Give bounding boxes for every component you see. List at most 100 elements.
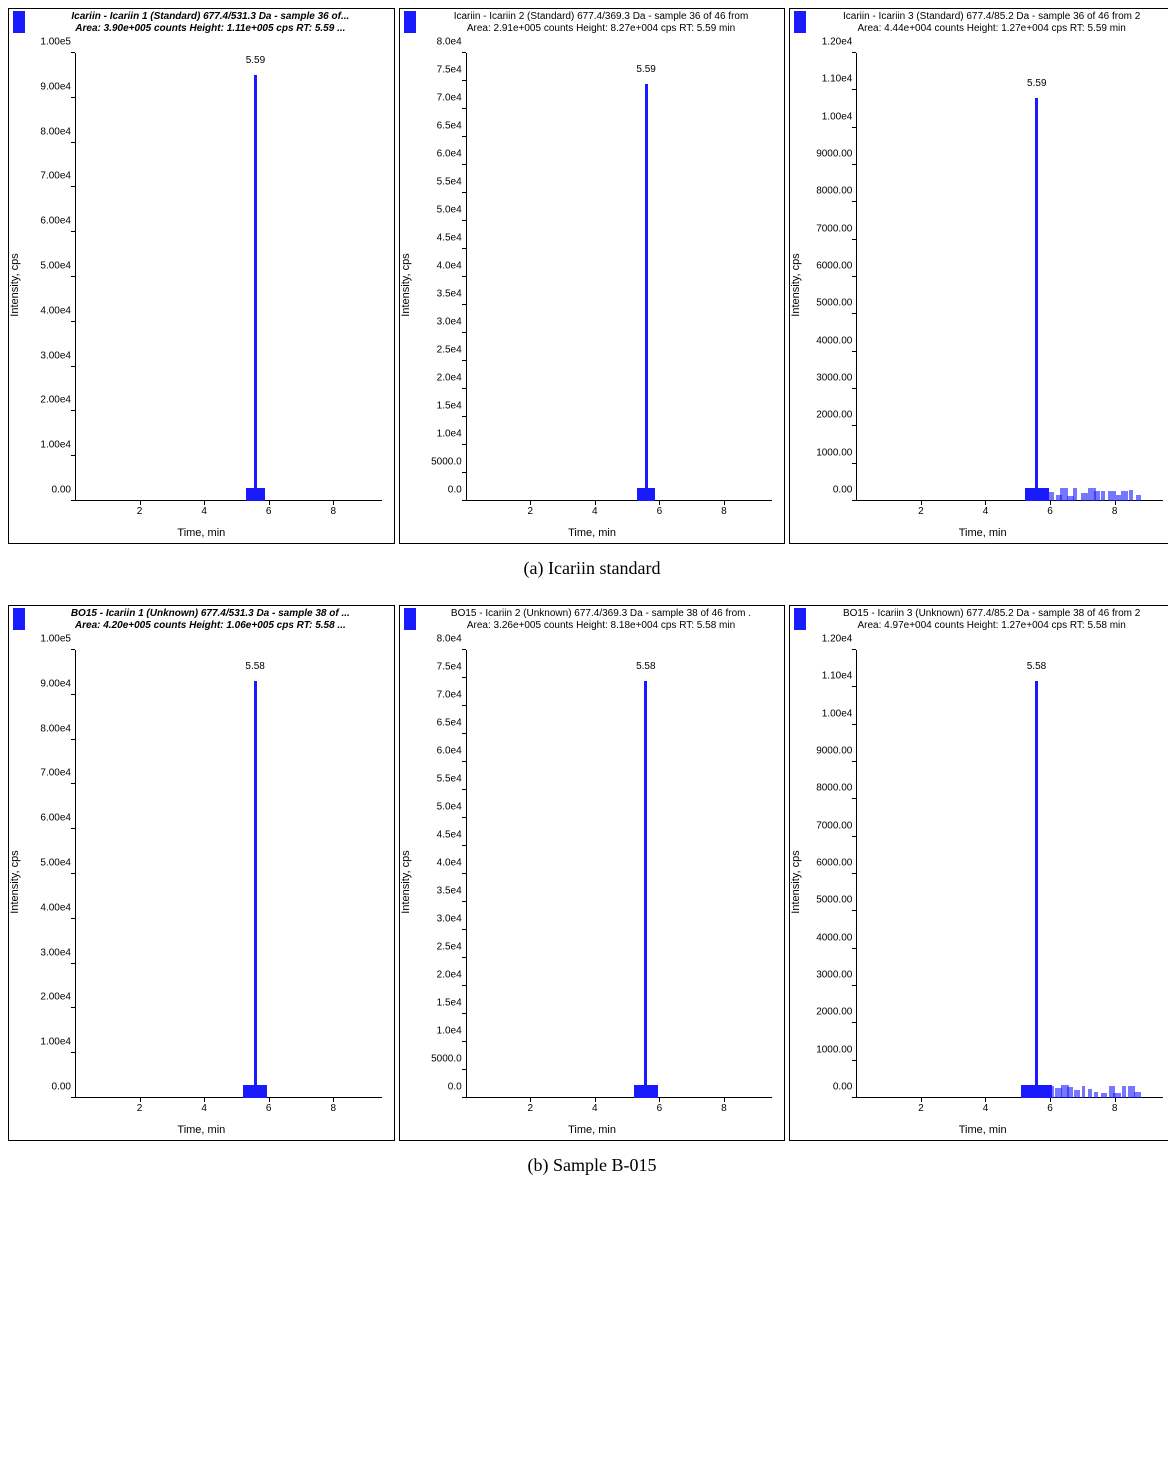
y-tick-label: 4.5e4 [408,830,462,841]
x-tick-label: 4 [592,1103,598,1114]
x-tick-mark [269,501,270,505]
panel-title: Icariin - Icariin 3 (Standard) 677.4/85.… [812,11,1168,23]
y-tick-label: 4.00e4 [17,902,71,913]
y-tick-label: 1.00e4 [17,1037,71,1048]
peak-base [1025,488,1050,501]
header-text: Icariin - Icariin 2 (Standard) 677.4/369… [422,11,781,35]
y-tick-label: 1.00e5 [17,37,71,48]
y-tick-label: 1000.00 [798,1044,852,1055]
y-tick-mark [462,52,466,53]
y-tick-mark [852,910,856,911]
y-tick-mark [852,52,856,53]
y-tick-label: 4.5e4 [408,233,462,244]
legend-color-icon [13,11,25,33]
x-tick-mark [333,501,334,505]
x-tick-mark [530,1098,531,1102]
y-tick-label: 6.5e4 [408,718,462,729]
x-tick-label: 6 [266,506,272,517]
y-tick-label: 6.0e4 [408,746,462,757]
y-tick-label: 9.00e4 [17,678,71,689]
chromatogram-panel-a1: Icariin - Icariin 1 (Standard) 677.4/531… [8,8,395,544]
x-tick-mark [659,501,660,505]
y-tick-mark [71,649,75,650]
legend-color-icon [794,608,806,630]
y-tick-mark [462,248,466,249]
y-tick-mark [462,873,466,874]
peak-base [637,488,655,501]
y-tick-label: 4000.00 [798,335,852,346]
y-tick-mark [71,1007,75,1008]
y-tick-label: 3.0e4 [408,914,462,925]
chromatogram-peak [645,84,648,501]
panel-subtitle: Area: 2.91e+005 counts Height: 8.27e+004… [422,23,781,35]
y-tick-label: 0.0 [408,485,462,496]
x-tick-mark [921,501,922,505]
y-tick-label: 5000.0 [408,1054,462,1065]
y-tick-mark [71,963,75,964]
y-tick-mark [71,694,75,695]
y-tick-mark [462,220,466,221]
y-tick-mark [462,817,466,818]
y-tick-mark [462,1069,466,1070]
y-tick-label: 7.0e4 [408,93,462,104]
chart-row-b: BO15 - Icariin 1 (Unknown) 677.4/531.3 D… [8,605,1168,1141]
y-tick-label: 7.00e4 [17,768,71,779]
x-axis-line [466,1097,773,1098]
y-tick-label: 5.0e4 [408,205,462,216]
y-tick-label: 5.5e4 [408,774,462,785]
y-tick-label: 3.5e4 [408,886,462,897]
x-tick-mark [1115,1098,1116,1102]
x-tick-mark [595,1098,596,1102]
y-tick-label: 5.00e4 [17,858,71,869]
baseline-noise [1067,1087,1073,1098]
y-tick-mark [462,649,466,650]
panel-title: BO15 - Icariin 3 (Unknown) 677.4/85.2 Da… [812,608,1168,620]
y-tick-mark [852,276,856,277]
y-tick-mark [71,873,75,874]
x-tick-label: 2 [137,1103,143,1114]
y-tick-mark [852,649,856,650]
x-tick-mark [530,501,531,505]
y-tick-mark [462,360,466,361]
peak-rt-label: 5.58 [1027,661,1046,672]
y-tick-label: 1.00e4 [798,111,852,122]
y-tick-mark [71,366,75,367]
y-tick-label: 6.0e4 [408,149,462,160]
y-tick-mark [462,80,466,81]
chart-row-a: Icariin - Icariin 1 (Standard) 677.4/531… [8,8,1168,544]
baseline-noise [1088,1089,1092,1098]
baseline-noise [1074,1090,1080,1098]
y-tick-label: 8.0e4 [408,37,462,48]
y-tick-label: 2000.00 [798,410,852,421]
y-tick-label: 5000.0 [408,457,462,468]
baseline-noise [1047,1086,1054,1098]
plot-region: 0.001.00e42.00e43.00e44.00e45.00e46.00e4… [75,53,382,501]
y-tick-label: 8.0e4 [408,634,462,645]
x-tick-mark [1050,1098,1051,1102]
y-tick-mark [71,276,75,277]
peak-rt-label: 5.59 [1027,78,1046,89]
y-tick-mark [462,985,466,986]
y-tick-label: 1.10e4 [798,74,852,85]
chromatogram-panel-a2: Icariin - Icariin 2 (Standard) 677.4/369… [399,8,786,544]
y-tick-mark [852,351,856,352]
panel-subtitle: Area: 3.26e+005 counts Height: 8.18e+004… [422,620,781,632]
peak-rt-label: 5.59 [246,55,265,66]
header-text: BO15 - Icariin 3 (Unknown) 677.4/85.2 Da… [812,608,1168,632]
y-tick-label: 1.5e4 [408,998,462,1009]
panel-subtitle: Area: 4.44e+004 counts Height: 1.27e+004… [812,23,1168,35]
plot-region: 0.001000.002000.003000.004000.005000.006… [856,53,1163,501]
chromatogram-peak [1035,681,1038,1098]
y-tick-mark [852,761,856,762]
y-tick-label: 7.00e4 [17,171,71,182]
y-tick-label: 3000.00 [798,373,852,384]
x-tick-mark [1115,501,1116,505]
y-axis-line [466,53,467,501]
baseline-noise [1047,492,1054,501]
y-tick-label: 1000.00 [798,447,852,458]
y-axis-line [75,53,76,501]
y-tick-label: 2.5e4 [408,345,462,356]
header-text: BO15 - Icariin 2 (Unknown) 677.4/369.3 D… [422,608,781,632]
y-tick-mark [462,733,466,734]
x-tick-mark [985,1098,986,1102]
